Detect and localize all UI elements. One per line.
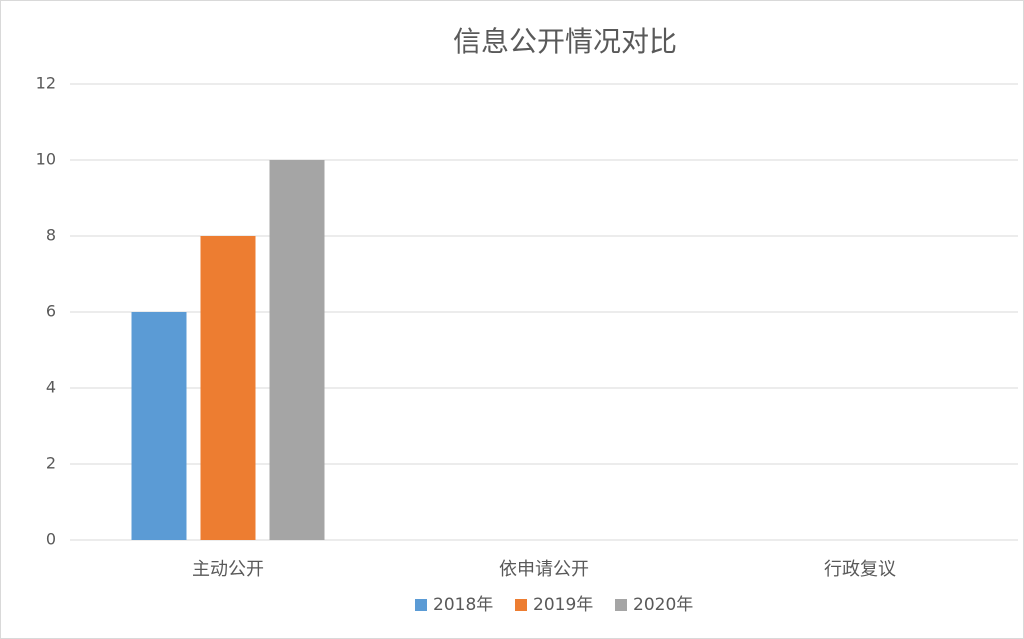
y-tick-label: 2	[46, 454, 56, 473]
y-tick-label: 0	[46, 530, 56, 549]
y-tick-label: 4	[46, 378, 56, 397]
y-tick-label: 8	[46, 226, 56, 245]
y-tick-label: 12	[36, 74, 56, 93]
y-tick-label: 6	[46, 302, 56, 321]
x-tick-label: 依申请公开	[499, 559, 589, 580]
x-tick-label: 主动公开	[192, 559, 264, 580]
bar	[131, 312, 187, 540]
legend-swatch	[415, 599, 427, 611]
chart-title: 信息公开情况对比	[453, 25, 677, 58]
legend-label: 2020年	[633, 595, 693, 615]
x-tick-label: 行政复议	[824, 559, 896, 580]
legend-swatch	[515, 599, 527, 611]
legend-label: 2019年	[533, 595, 593, 615]
legend-label: 2018年	[433, 595, 493, 615]
bar	[200, 236, 256, 540]
bar	[269, 160, 325, 540]
legend-swatch	[615, 599, 627, 611]
y-tick-label: 10	[36, 150, 56, 169]
